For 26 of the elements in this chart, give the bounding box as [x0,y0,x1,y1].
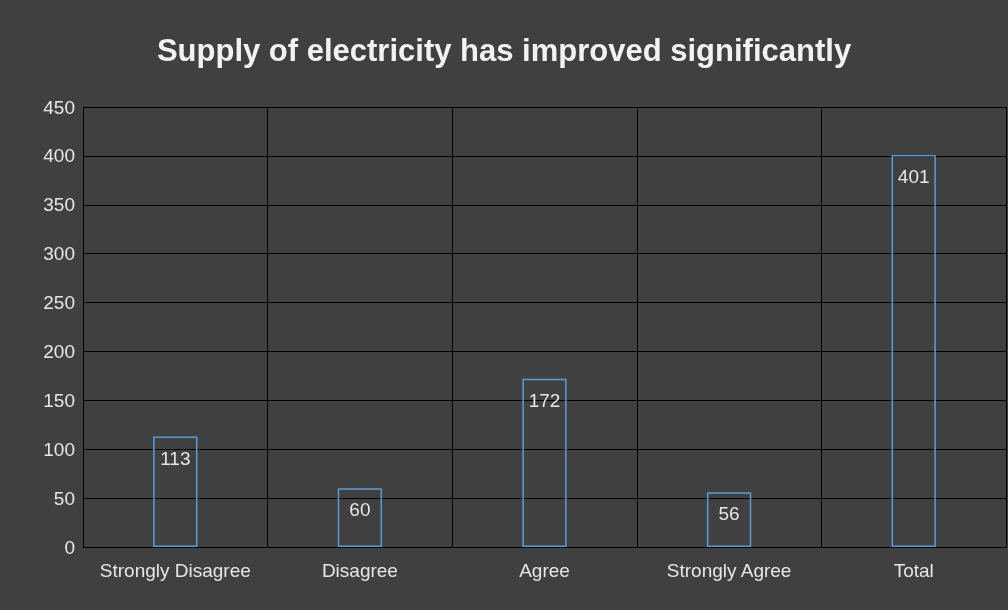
y-tick-label: 200 [43,340,75,362]
y-tick-label: 300 [43,243,75,265]
y-tick-label: 450 [43,96,75,118]
data-label: 113 [160,447,191,469]
data-label: 60 [349,499,371,521]
y-tick-label: 100 [43,438,75,460]
bar [153,436,198,547]
x-tick-label: Strongly Agree [666,560,792,581]
y-tick-label: 50 [53,487,75,509]
bar [337,488,383,547]
y-tick-label: 250 [43,292,75,314]
y-tick-label: 350 [43,194,75,216]
bar [706,492,752,547]
x-tick-label: Total [893,560,934,581]
x-tick-label: Agree [519,560,570,581]
chart-title: Supply of electricity has improved significantly [156,33,852,68]
bar [891,154,936,547]
data-label: 56 [718,503,740,525]
y-tick-label: 150 [43,389,75,411]
y-tick-label: 400 [43,145,75,167]
y-tick-label: 0 [64,536,75,558]
data-label: 401 [897,165,930,187]
bar [522,378,567,547]
x-tick-label: Strongly Disagree [99,560,251,581]
data-label: 172 [528,389,561,411]
x-tick-label: Disagree [321,560,398,581]
